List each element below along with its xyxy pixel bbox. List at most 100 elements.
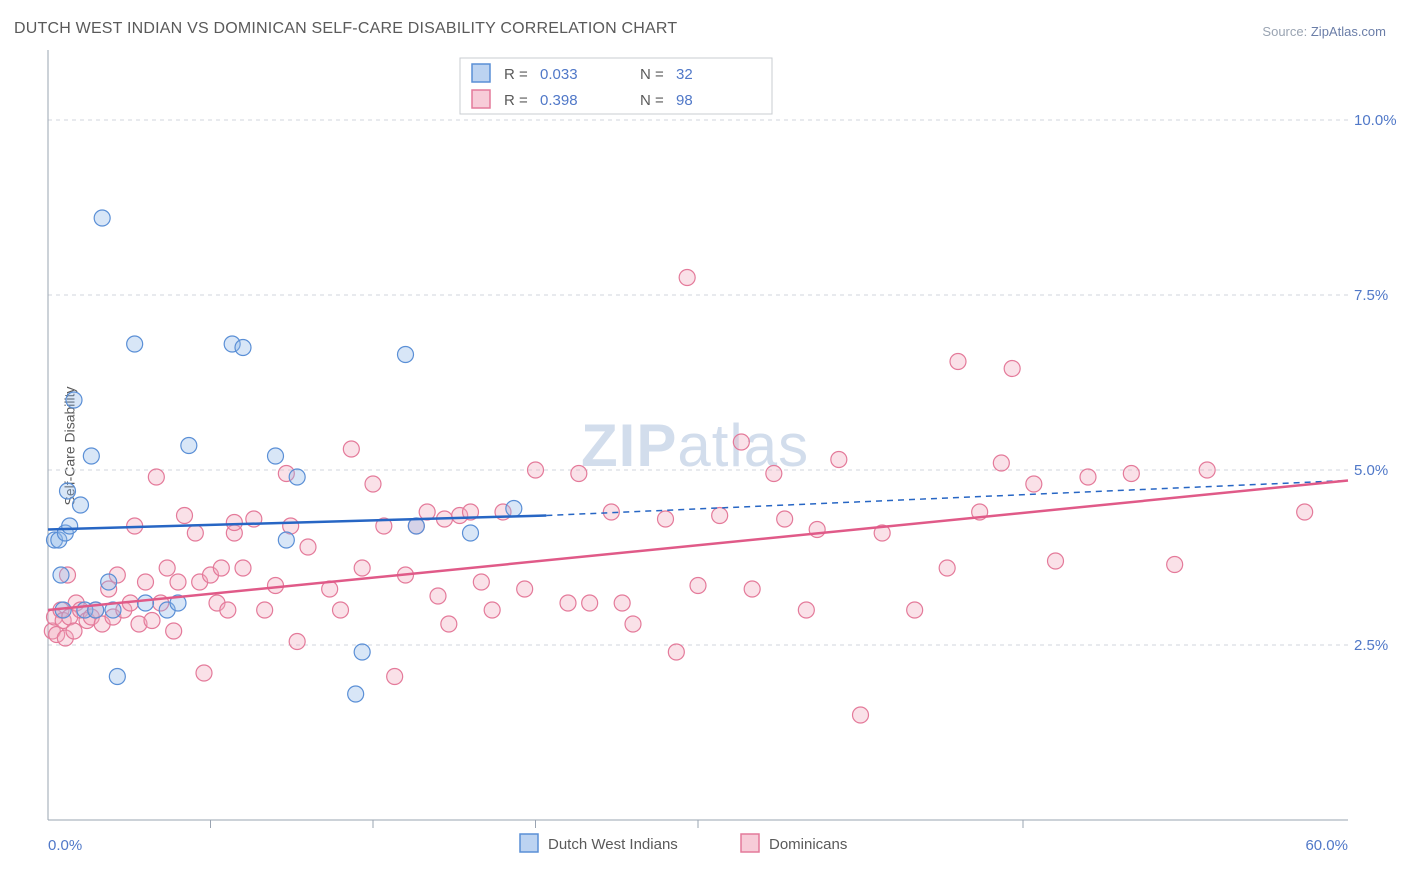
data-point bbox=[528, 462, 544, 478]
data-point bbox=[226, 515, 242, 531]
data-point bbox=[94, 210, 110, 226]
data-point bbox=[506, 501, 522, 517]
data-point bbox=[625, 616, 641, 632]
data-point bbox=[1297, 504, 1313, 520]
data-point bbox=[289, 634, 305, 650]
data-point bbox=[181, 438, 197, 454]
data-point bbox=[213, 560, 229, 576]
legend-swatch bbox=[472, 64, 490, 82]
data-point bbox=[907, 602, 923, 618]
data-point bbox=[441, 616, 457, 632]
data-point bbox=[463, 525, 479, 541]
data-point bbox=[571, 466, 587, 482]
y-tick-label: 2.5% bbox=[1354, 637, 1388, 654]
data-point bbox=[170, 574, 186, 590]
data-point bbox=[268, 578, 284, 594]
trend-line-extension bbox=[546, 481, 1348, 516]
data-point bbox=[1123, 466, 1139, 482]
data-point bbox=[1048, 553, 1064, 569]
data-point bbox=[679, 270, 695, 286]
legend-r-value: 0.033 bbox=[540, 66, 578, 83]
data-point bbox=[484, 602, 500, 618]
data-point bbox=[1004, 361, 1020, 377]
data-point bbox=[138, 574, 154, 590]
data-point bbox=[101, 574, 117, 590]
legend-swatch bbox=[741, 834, 759, 852]
y-tick-label: 5.0% bbox=[1354, 462, 1388, 479]
data-point bbox=[712, 508, 728, 524]
data-point bbox=[177, 508, 193, 524]
data-point bbox=[220, 602, 236, 618]
data-point bbox=[831, 452, 847, 468]
data-point bbox=[365, 476, 381, 492]
legend-r-label: R = bbox=[504, 66, 528, 83]
legend-r-value: 0.398 bbox=[540, 92, 578, 109]
data-point bbox=[300, 539, 316, 555]
data-point bbox=[109, 669, 125, 685]
y-tick-label: 10.0% bbox=[1354, 112, 1397, 129]
data-point bbox=[1167, 557, 1183, 573]
data-point bbox=[187, 525, 203, 541]
data-point bbox=[235, 560, 251, 576]
data-point bbox=[744, 581, 760, 597]
data-point bbox=[950, 354, 966, 370]
data-point bbox=[733, 434, 749, 450]
data-point bbox=[138, 595, 154, 611]
data-point bbox=[53, 567, 69, 583]
legend-n-label: N = bbox=[640, 66, 664, 83]
x-tick-label: 0.0% bbox=[48, 837, 82, 854]
data-point bbox=[1199, 462, 1215, 478]
data-point bbox=[127, 336, 143, 352]
data-point bbox=[668, 644, 684, 660]
data-point bbox=[159, 560, 175, 576]
data-point bbox=[853, 707, 869, 723]
data-point bbox=[333, 602, 349, 618]
legend-r-label: R = bbox=[504, 92, 528, 109]
data-point bbox=[196, 665, 212, 681]
data-point bbox=[148, 469, 164, 485]
data-point bbox=[473, 574, 489, 590]
legend-n-value: 98 bbox=[676, 92, 693, 109]
data-point bbox=[166, 623, 182, 639]
legend-n-value: 32 bbox=[676, 66, 693, 83]
data-point bbox=[387, 669, 403, 685]
data-point bbox=[66, 623, 82, 639]
data-point bbox=[73, 497, 89, 513]
data-point bbox=[430, 588, 446, 604]
data-point bbox=[278, 532, 294, 548]
x-tick-label: 60.0% bbox=[1305, 837, 1348, 854]
data-point bbox=[1026, 476, 1042, 492]
data-point bbox=[517, 581, 533, 597]
data-point bbox=[268, 448, 284, 464]
data-point bbox=[939, 560, 955, 576]
data-point bbox=[257, 602, 273, 618]
legend-series-name: Dutch West Indians bbox=[548, 836, 678, 853]
data-point bbox=[235, 340, 251, 356]
data-point bbox=[658, 511, 674, 527]
legend-series-name: Dominicans bbox=[769, 836, 847, 853]
data-point bbox=[289, 469, 305, 485]
data-point bbox=[348, 686, 364, 702]
data-point bbox=[560, 595, 576, 611]
data-point bbox=[66, 392, 82, 408]
data-point bbox=[60, 483, 76, 499]
data-point bbox=[354, 560, 370, 576]
data-point bbox=[766, 466, 782, 482]
data-point bbox=[993, 455, 1009, 471]
y-tick-label: 7.5% bbox=[1354, 287, 1388, 304]
data-point bbox=[343, 441, 359, 457]
data-point bbox=[398, 347, 414, 363]
data-point bbox=[582, 595, 598, 611]
legend-swatch bbox=[472, 90, 490, 108]
data-point bbox=[690, 578, 706, 594]
data-point bbox=[144, 613, 160, 629]
data-point bbox=[83, 448, 99, 464]
data-point bbox=[1080, 469, 1096, 485]
legend-swatch bbox=[520, 834, 538, 852]
data-point bbox=[777, 511, 793, 527]
data-point bbox=[614, 595, 630, 611]
data-point bbox=[354, 644, 370, 660]
legend-n-label: N = bbox=[640, 92, 664, 109]
data-point bbox=[798, 602, 814, 618]
scatter-plot: 2.5%5.0%7.5%10.0%0.0%60.0%ZIPatlasR =0.0… bbox=[0, 0, 1406, 892]
